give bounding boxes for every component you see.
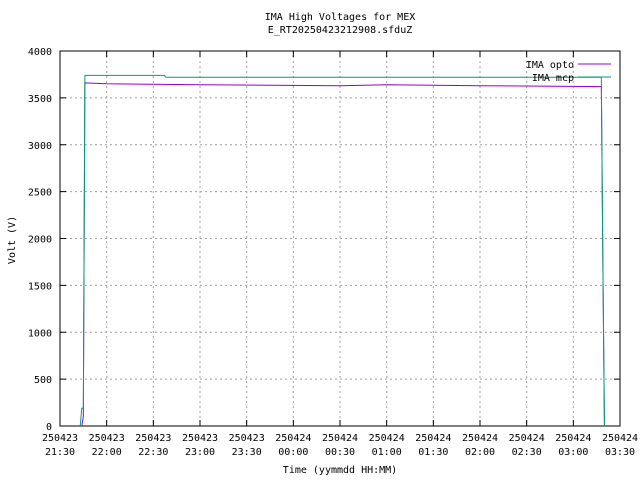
y-tick-label: 2500 bbox=[28, 188, 52, 199]
y-tick-label: 3000 bbox=[28, 141, 52, 152]
plot-border bbox=[59, 50, 621, 427]
x-tick-label: 250424 02:00 bbox=[462, 433, 498, 458]
x-tick-label: 250424 00:00 bbox=[275, 433, 311, 458]
y-tick-label: 0 bbox=[46, 422, 52, 433]
y-tick-label: 4000 bbox=[28, 47, 52, 58]
x-tick-label: 250424 01:00 bbox=[369, 433, 405, 458]
chart-title: IMA High Voltages for MEX bbox=[265, 12, 416, 23]
x-tick-label: 250423 22:30 bbox=[135, 433, 171, 458]
x-tick-label: 250424 01:30 bbox=[415, 433, 451, 458]
y-tick-label: 2000 bbox=[28, 235, 52, 246]
y-tick-label: 1000 bbox=[28, 328, 52, 339]
x-tick-label: 250424 03:00 bbox=[555, 433, 591, 458]
x-tick-label: 250423 21:30 bbox=[42, 433, 78, 458]
legend-label: IMA opto bbox=[526, 60, 574, 71]
data-line bbox=[81, 82, 605, 427]
x-tick-label: 250423 22:00 bbox=[89, 433, 125, 458]
legend-label: IMA mcp bbox=[532, 73, 574, 84]
x-tick-label: 250424 00:30 bbox=[322, 433, 358, 458]
x-tick-label: 250423 23:00 bbox=[182, 433, 218, 458]
chart-subtitle: E_RT20250423212908.sfduZ bbox=[268, 25, 413, 36]
y-tick-label: 500 bbox=[34, 375, 52, 386]
y-axis-label: Volt (V) bbox=[7, 216, 18, 264]
x-tick-label: 250424 03:30 bbox=[602, 433, 638, 458]
x-tick-label: 250424 02:30 bbox=[509, 433, 545, 458]
y-tick-label: 3500 bbox=[28, 94, 52, 105]
data-line bbox=[79, 74, 605, 427]
x-tick-label: 250423 23:30 bbox=[229, 433, 265, 458]
y-tick-label: 1500 bbox=[28, 281, 52, 292]
x-axis-label: Time (yymmdd HH:MM) bbox=[283, 465, 397, 476]
